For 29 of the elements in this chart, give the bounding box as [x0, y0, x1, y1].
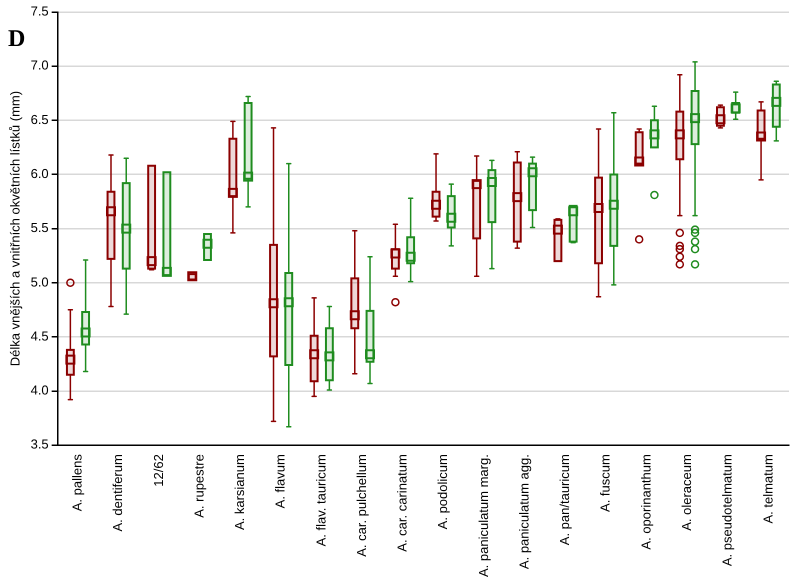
- x-tick-label: A. pan/tauricum: [557, 454, 572, 546]
- x-tick-label: A. rupestre: [191, 454, 206, 518]
- x-tick-label: A. dentiferum: [110, 454, 126, 532]
- y-tick-label: 7.5: [30, 4, 49, 19]
- x-tick-label: A. fuscum: [598, 454, 613, 512]
- x-tick-label: A. car. pulchellum: [354, 454, 369, 557]
- x-tick-label: A. telmatum: [760, 454, 776, 524]
- x-tick-label: A. pallens: [70, 454, 85, 512]
- y-tick-label: 4.5: [30, 328, 49, 344]
- x-tick-label: A. flav. tauricum: [313, 454, 328, 546]
- x-tick-label: A. paniculatum marg.: [476, 454, 491, 578]
- x-tick-label: A. flavum: [272, 454, 288, 508]
- y-tick-label: 4.0: [30, 382, 49, 398]
- y-tick-label: 7.0: [30, 58, 49, 73]
- y-axis-title: Délka vnějších a vnitřních okvětních lístků (mm): [7, 90, 22, 366]
- x-tick-label: A. pseudotelmatum: [720, 454, 735, 566]
- y-tick-label: 3.5: [30, 436, 49, 452]
- x-tick-label: A. oporinanthum: [638, 454, 654, 550]
- x-tick-label: A. oleraceum: [679, 454, 694, 531]
- x-tick-label: A. paniculatum agg.: [516, 454, 532, 570]
- text: D: [8, 26, 26, 53]
- y-tick-label: 5.0: [30, 274, 49, 290]
- x-tick-label: A. karsianum: [232, 454, 248, 530]
- y-tick-label: 5.5: [30, 220, 49, 236]
- y-tick-label: 6.0: [30, 166, 49, 182]
- y-tick-label: 6.5: [30, 112, 49, 127]
- x-tick-label: 12/62: [150, 454, 166, 487]
- x-tick-label: A. podolicum: [435, 454, 450, 530]
- x-tick-label: A. car. carinatum: [394, 454, 410, 552]
